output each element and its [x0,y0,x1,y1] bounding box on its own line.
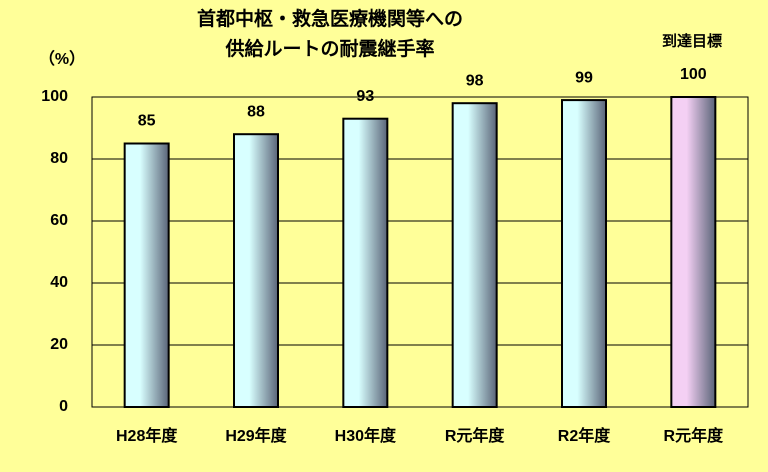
value-label: 88 [247,103,265,120]
bar [451,102,498,408]
value-label: 100 [680,66,707,83]
value-label: 93 [356,88,374,105]
chart-title: 供給ルートの耐震継手率 [224,37,434,60]
y-tick-label: 60 [50,212,68,229]
y-tick-label: 0 [59,398,68,415]
x-tick-label: H28年度 [116,426,178,445]
annotation: 到達目標 [662,32,722,50]
y-axis-label: （%） [39,50,85,68]
bar [233,133,279,408]
y-tick-label: 20 [50,336,68,353]
x-tick-label: R元年度 [664,426,725,445]
chart-title: 首都中枢・救急医療機関等への [197,7,463,30]
value-label: 85 [138,113,156,130]
x-tick-label: R2年度 [558,426,611,445]
bar [670,96,717,408]
y-tick-label: 100 [41,88,68,105]
y-tick-label: 40 [50,274,68,291]
value-label: 98 [466,72,484,89]
x-tick-label: H30年度 [335,426,397,445]
bar [342,117,389,408]
value-label: 99 [575,69,593,86]
bar [561,99,607,408]
x-tick-label: R元年度 [445,426,506,445]
bar [123,142,170,408]
x-tick-label: H29年度 [225,426,287,445]
y-tick-label: 80 [50,150,68,167]
